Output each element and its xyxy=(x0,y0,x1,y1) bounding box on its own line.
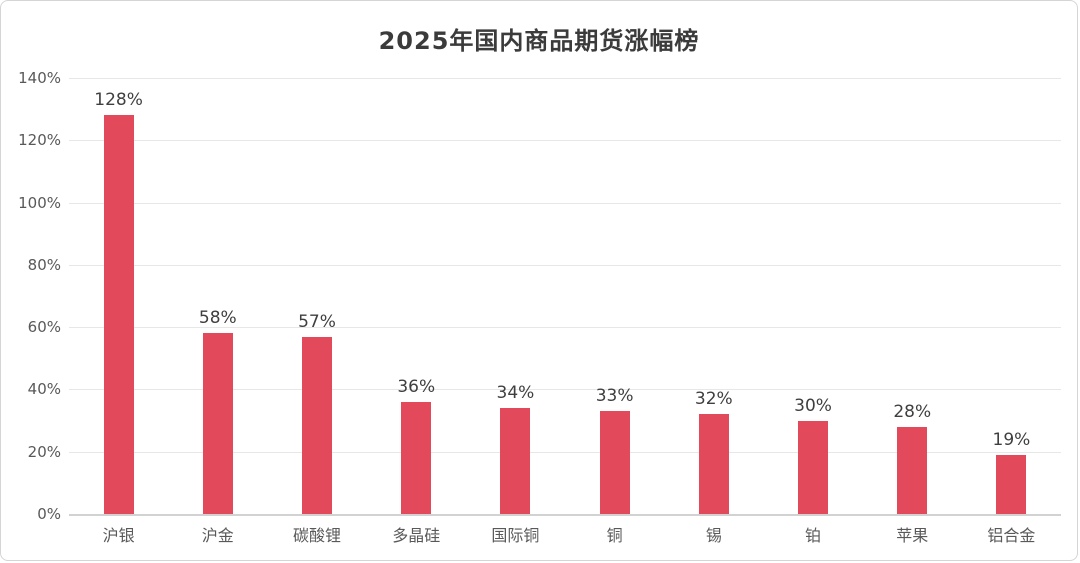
gridline xyxy=(69,264,1061,266)
bar-group: 32% 锡 xyxy=(664,78,763,545)
bar xyxy=(798,420,829,514)
bar xyxy=(401,401,432,514)
x-axis-line xyxy=(69,514,1061,516)
bar-group: 30% 铂 xyxy=(763,78,862,545)
bar xyxy=(698,414,729,514)
bar xyxy=(202,333,233,514)
y-tick-label: 0% xyxy=(37,505,61,523)
bar-value-label: 32% xyxy=(694,389,733,410)
x-category-label: 多晶硅 xyxy=(392,526,441,545)
gridline xyxy=(69,78,1061,79)
y-axis: 0% 20% 40% 60% 80% 100% 120% 140% xyxy=(1,69,61,523)
gridline xyxy=(69,140,1061,142)
y-tick-label: 40% xyxy=(27,380,61,399)
bar-value-label: 36% xyxy=(397,376,436,397)
bar-value-label: 33% xyxy=(595,386,634,407)
bar-group: 58% 沪金 xyxy=(168,78,267,545)
y-tick-label: 140% xyxy=(18,69,61,87)
gridline xyxy=(69,451,1061,453)
bar-group: 28% 苹果 xyxy=(863,78,962,545)
x-category-label: 沪金 xyxy=(201,526,234,545)
x-category-label: 碳酸锂 xyxy=(293,526,342,545)
bar-group: 34% 国际铜 xyxy=(466,78,565,545)
chart-title: 2025年国内商品期货涨幅榜 xyxy=(378,27,700,55)
plot-area: 128% 沪银 58% 沪金 57% 碳酸锂 36% 多晶硅 34% 国际铜 33% 铜 32% 锡 30%… xyxy=(69,78,1061,546)
bar-value-label: 57% xyxy=(298,311,336,332)
bar-group: 36% 多晶硅 xyxy=(367,78,466,545)
bar-group: 128% 沪银 xyxy=(69,78,168,545)
x-category-label: 铝合金 xyxy=(987,526,1036,545)
bar xyxy=(996,454,1027,514)
x-category-label: 国际铜 xyxy=(491,526,540,545)
y-tick-label: 120% xyxy=(18,131,61,150)
x-category-label: 铜 xyxy=(606,526,623,545)
y-tick-label: 20% xyxy=(27,442,61,461)
bar-value-label: 30% xyxy=(794,395,832,416)
x-category-label: 苹果 xyxy=(896,526,929,545)
bar-group: 57% 碳酸锂 xyxy=(267,78,366,546)
gridline xyxy=(69,389,1061,391)
x-category-label: 铂 xyxy=(805,526,822,545)
gridline xyxy=(69,327,1061,329)
bar xyxy=(302,336,332,514)
bar-group: 33% 铜 xyxy=(565,78,664,545)
bar xyxy=(103,115,134,514)
bar-value-label: 19% xyxy=(992,429,1031,450)
y-tick-label: 60% xyxy=(27,318,61,337)
bar-value-label: 128% xyxy=(94,90,143,111)
x-category-label: 锡 xyxy=(705,526,722,545)
y-tick-label: 100% xyxy=(18,193,61,212)
bar-value-label: 28% xyxy=(893,401,932,422)
bar-value-label: 34% xyxy=(496,383,535,404)
bar-value-label: 58% xyxy=(198,308,237,329)
bar xyxy=(599,411,630,514)
x-category-label: 沪银 xyxy=(102,526,135,545)
bar xyxy=(500,408,531,514)
bar-group: 19% 铝合金 xyxy=(962,78,1061,545)
bar xyxy=(897,426,928,514)
bars: 128% 沪银 58% 沪金 57% 碳酸锂 36% 多晶硅 34% 国际铜 33% 铜 32% 锡 30%… xyxy=(69,78,1061,546)
gridline xyxy=(69,202,1061,204)
y-tick-label: 80% xyxy=(27,255,61,274)
